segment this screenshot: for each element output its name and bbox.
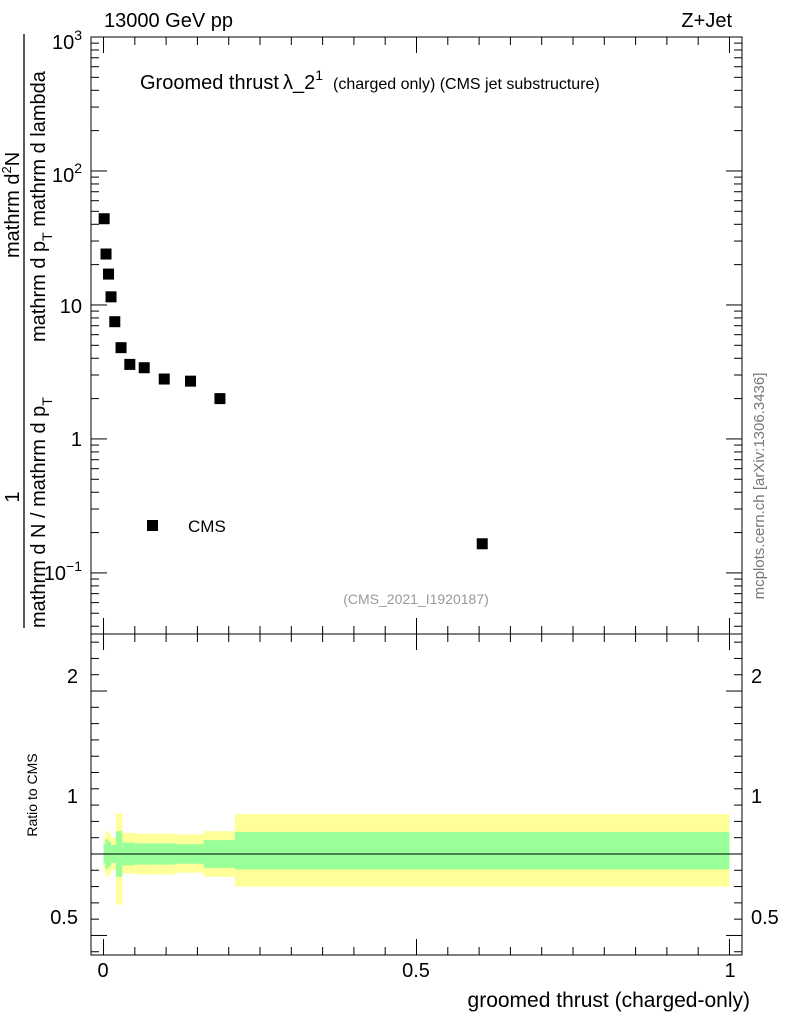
main-axis-ticks (91, 36, 742, 634)
ratio-ytick-left-2: 2 (67, 666, 78, 688)
x-axis-label: groomed thrust (charged-only) (468, 989, 750, 1012)
ratio-axis-ticks (91, 634, 742, 955)
chart-title: Groomed thrust λ_21(charged only) (CMS je… (140, 67, 600, 94)
data-point (124, 358, 136, 370)
data-point (214, 393, 226, 405)
data-point (98, 213, 110, 225)
ratio-plot-frame (90, 633, 743, 956)
main-y-tick-labels: 103 102 10 1 10−1 (44, 27, 82, 585)
watermark: mcplots.cern.ch [arXiv:1306.3436] (751, 373, 768, 600)
ratio-y-label: Ratio to CMS (24, 753, 40, 836)
y-label-prefix-denominator: mathrm d N / mathrm d pT (28, 397, 55, 628)
ratio-ytick-right-1: 1 (751, 786, 762, 808)
data-markers (98, 213, 488, 550)
ratio-panel: 2 1 0.5 2 1 0.5 Ratio to CMS 0 0.5 1 gro… (24, 633, 779, 1012)
data-point (185, 375, 197, 387)
y-label-numerator: mathrm d2N (0, 152, 24, 258)
data-point (100, 248, 112, 260)
data-point (109, 316, 121, 328)
ytick-label-0.1: 10−1 (44, 558, 82, 585)
xtick-label-0.5: 0.5 (402, 960, 430, 982)
main-y-axis-label: 1 mathrm d N / mathrm d pT mathrm d2N ma… (0, 34, 55, 628)
ytick-label-10: 10 (60, 296, 82, 318)
ytick-label-1000: 103 (52, 27, 82, 54)
main-panel: 103 102 10 1 10−1 Groomed thrust λ_21(cha… (0, 27, 743, 635)
xtick-label-1: 1 (724, 960, 735, 982)
energy-label: 13000 GeV pp (104, 10, 233, 32)
y-label-denominator: mathrm d pT mathrm d lambda (28, 70, 55, 342)
y-label-prefix-numerator: 1 (2, 491, 24, 502)
process-label: Z+Jet (681, 10, 732, 32)
ytick-label-1: 1 (71, 429, 82, 451)
analysis-id: (CMS_2021_I1920187) (343, 591, 489, 607)
data-point (103, 268, 115, 280)
ytick-label-100: 102 (52, 160, 82, 187)
data-point (105, 291, 117, 303)
ratio-ytick-left-1: 1 (67, 786, 78, 808)
data-point (115, 342, 127, 354)
data-point (138, 362, 150, 374)
xtick-label-0: 0 (97, 960, 108, 982)
data-point (158, 373, 170, 385)
legend-label: CMS (188, 517, 226, 536)
legend-marker (147, 520, 158, 531)
data-point (476, 538, 488, 550)
ratio-ytick-left-0.5: 0.5 (50, 907, 78, 929)
ratio-ytick-right-0.5: 0.5 (751, 907, 779, 929)
ratio-inner-band (234, 831, 730, 870)
ratio-bands (103, 813, 730, 905)
ratio-ytick-right-2: 2 (751, 666, 762, 688)
main-plot-frame (90, 36, 743, 635)
legend: CMS (147, 517, 226, 536)
